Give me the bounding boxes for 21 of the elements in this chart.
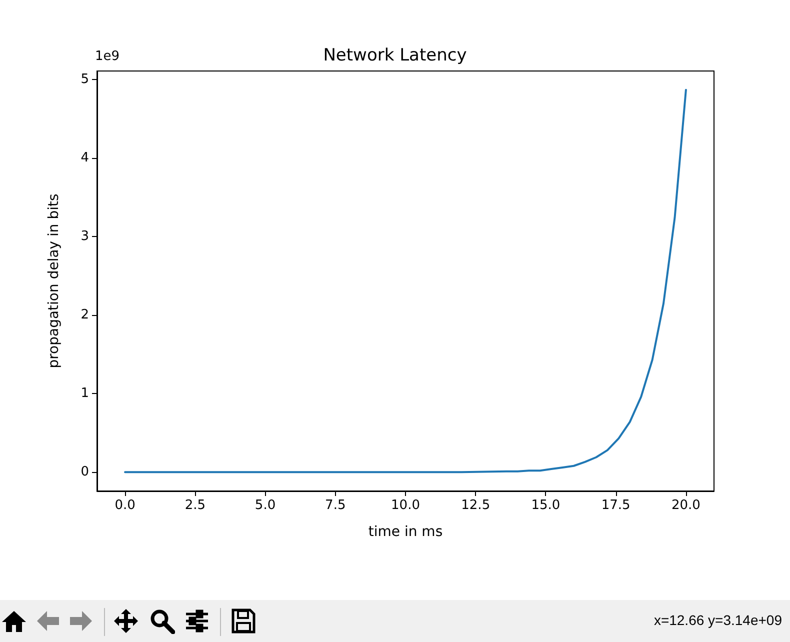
chart-title: Network Latency <box>323 46 467 66</box>
y-tick-label: 4 <box>80 150 89 166</box>
y-tick-label: 0 <box>80 464 89 480</box>
y-tick-label: 5 <box>80 72 89 88</box>
x-tick-label: 20.0 <box>671 498 700 513</box>
x-tick-label: 12.5 <box>461 498 490 513</box>
y-axis-title: propagation delay in bits <box>46 194 62 368</box>
text: 1e9 <box>95 49 120 64</box>
x-tick-label: 7.5 <box>325 498 346 513</box>
line-series <box>124 88 687 474</box>
x-tick-label: 10.0 <box>391 498 420 513</box>
y-tick-label: 1 <box>80 386 89 402</box>
x-tick-label: 2.5 <box>184 498 206 513</box>
x-tick-label: 5.0 <box>254 498 276 513</box>
x-tick-label: 0.0 <box>114 498 136 513</box>
x-tick-label: 17.5 <box>601 498 630 513</box>
text: x=12.66 y=3.14e+09 <box>654 612 782 628</box>
x-tick-label: 15.0 <box>531 498 560 513</box>
y-tick-label: 2 <box>80 308 89 323</box>
x-axis-title: time in ms <box>368 524 443 540</box>
y-tick-label: 3 <box>80 229 89 244</box>
